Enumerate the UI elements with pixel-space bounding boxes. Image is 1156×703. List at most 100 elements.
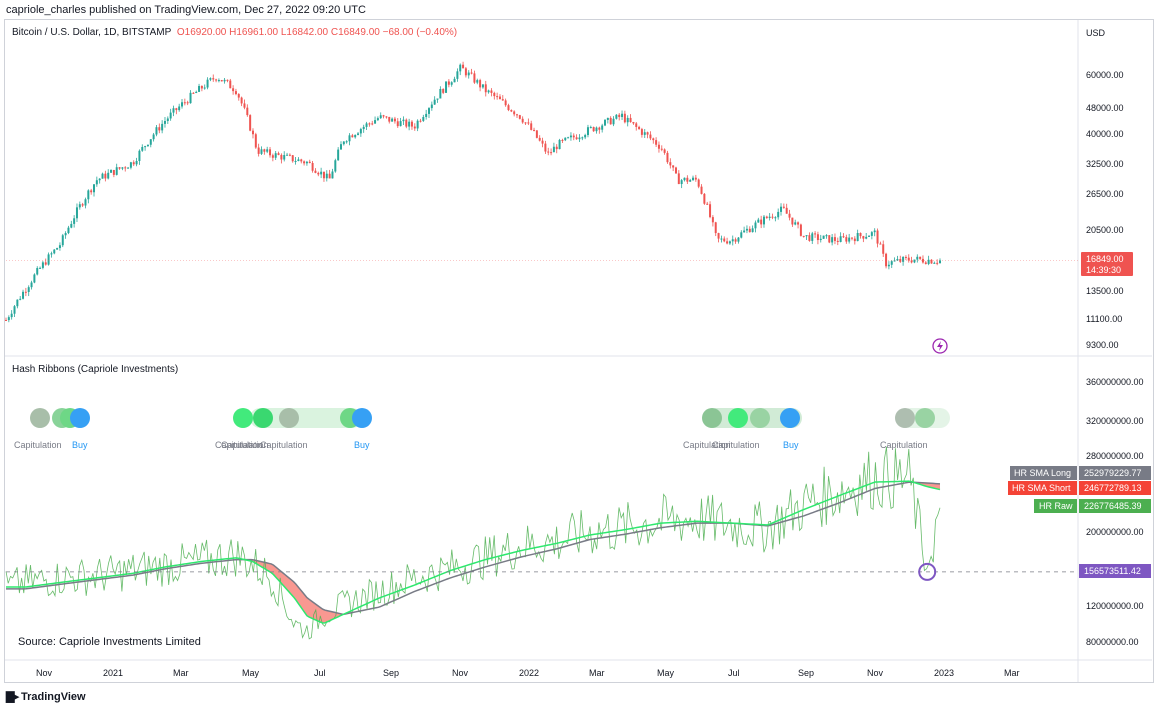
time-tick: May	[242, 668, 260, 678]
price-candle	[598, 127, 601, 130]
symbol-legend[interactable]: Bitcoin / U.S. Dollar, 1D, BITSTAMP O169…	[12, 27, 457, 38]
price-candle	[868, 235, 871, 237]
price-candle	[408, 121, 411, 127]
price-candle	[567, 137, 570, 139]
price-candle	[850, 237, 853, 239]
price-candle	[544, 143, 547, 152]
price-candle	[234, 91, 237, 95]
price-candle	[575, 137, 578, 140]
price-candle	[362, 126, 365, 130]
time-tick: Sep	[798, 668, 814, 678]
price-candle	[138, 150, 141, 161]
price-candle	[220, 80, 223, 82]
price-candle	[203, 87, 206, 89]
price-candle	[260, 149, 263, 154]
price-candle	[419, 120, 422, 122]
price-candle	[612, 118, 615, 125]
indicator-ticks: 360000000.00 320000000.00 280000000.00 2…	[1086, 377, 1144, 647]
price-candle	[351, 135, 354, 138]
price-candle	[581, 137, 584, 139]
price-candle	[388, 116, 391, 122]
sma-short-value: 246772789.13	[1084, 483, 1142, 493]
price-candle	[322, 171, 325, 179]
price-candle	[303, 161, 306, 164]
price-candle	[470, 72, 473, 74]
price-candle	[50, 253, 53, 255]
time-tick: Sep	[383, 668, 399, 678]
signal-capitulation: Capitulation	[712, 440, 760, 450]
signal-capitulation: Capitulation	[880, 440, 928, 450]
price-candle	[882, 244, 885, 254]
signal-buy: Buy	[783, 440, 799, 450]
price-candle	[243, 103, 246, 108]
price-candle	[47, 254, 50, 265]
price-candle	[865, 236, 868, 239]
price-candle	[697, 179, 700, 187]
signal-buy: Buy	[72, 440, 88, 450]
time-tick: 2022	[519, 668, 539, 678]
price-candle	[745, 228, 748, 231]
price-candle	[885, 253, 888, 267]
price-candle	[144, 146, 147, 148]
tradingview-logo[interactable]: ▇▸ TradingView	[6, 690, 86, 703]
price-candle	[663, 149, 666, 153]
sma-short-value-tag	[1079, 481, 1151, 495]
price-candle	[831, 237, 834, 243]
price-candle	[845, 237, 848, 242]
price-candle	[487, 90, 490, 93]
price-candle	[606, 117, 609, 120]
price-candle	[339, 144, 342, 150]
signal-labels: Capitulation Buy Capitulation Capitulati…	[14, 440, 928, 450]
price-candle	[161, 123, 164, 131]
indicator-title[interactable]: Hash Ribbons (Capriole Investments)	[12, 364, 179, 375]
price-candle	[490, 90, 493, 93]
price-candle	[927, 259, 930, 264]
price-candle	[53, 249, 56, 254]
price-candle	[223, 79, 226, 82]
price-candle	[127, 167, 130, 169]
level-value-tag	[1079, 564, 1151, 578]
sma-long-value: 252979229.77	[1084, 468, 1142, 478]
raw-value: 226776485.39	[1084, 501, 1142, 511]
time-tick: Nov	[36, 668, 53, 678]
price-candle	[280, 154, 283, 160]
price-candle	[811, 233, 814, 241]
price-candle	[382, 115, 385, 117]
price-tick: 60000.00	[1086, 70, 1124, 80]
price-candle	[657, 144, 660, 149]
publisher-credit: capriole_charles published on TradingVie…	[6, 4, 366, 16]
price-candle	[674, 167, 677, 174]
price-tick: 9300.00	[1086, 340, 1119, 350]
indicator-pane[interactable]	[5, 446, 1078, 640]
price-candle	[720, 238, 723, 240]
price-candle	[391, 118, 394, 122]
price-candle	[711, 217, 714, 223]
sma-long-value-tag	[1079, 466, 1151, 480]
price-candle	[584, 135, 587, 138]
price-candle	[308, 161, 311, 163]
price-candle	[862, 236, 865, 239]
price-candle	[737, 237, 740, 242]
price-candle	[129, 162, 132, 168]
price-candle	[371, 123, 374, 125]
time-tick: Nov	[867, 668, 884, 678]
price-candle	[774, 217, 777, 219]
price-candle	[209, 78, 212, 80]
price-candle	[859, 232, 862, 237]
price-candle	[41, 262, 44, 268]
price-pane[interactable]	[5, 61, 1078, 323]
flash-icon[interactable]	[932, 338, 948, 354]
price-candle	[445, 81, 448, 93]
price-candle	[215, 79, 218, 81]
signal-capitulation: Capitulation	[14, 440, 62, 450]
hr-sma-short-line	[6, 480, 941, 624]
price-candle	[762, 216, 765, 225]
price-candle	[101, 173, 104, 179]
price-candle	[481, 84, 484, 88]
price-candle	[433, 99, 436, 105]
price-candle	[345, 141, 348, 143]
price-candle	[87, 190, 90, 200]
price-candle	[808, 235, 811, 241]
price-candle	[484, 84, 487, 93]
